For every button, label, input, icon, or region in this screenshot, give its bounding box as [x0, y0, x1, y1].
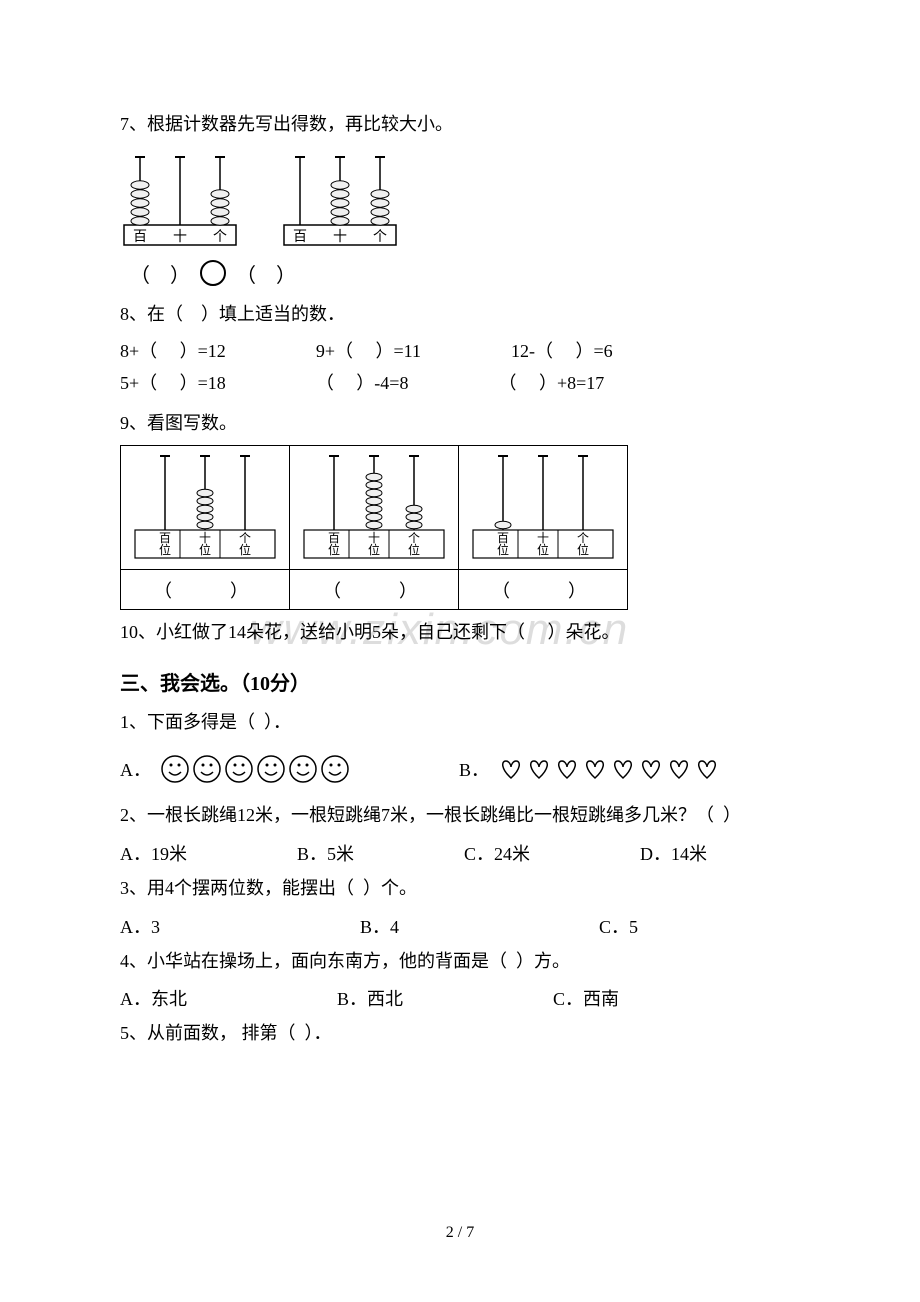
svg-text:个: 个: [213, 229, 227, 245]
table-cell: （ ）: [121, 570, 290, 610]
svg-text:个: 个: [373, 229, 387, 245]
eq: 8+（ ）=12: [120, 337, 226, 363]
table-cell: 百位十位个位: [290, 446, 459, 570]
svg-text:位: 位: [537, 542, 549, 557]
q9-text: 9、看图写数。: [120, 409, 800, 438]
option: D．14米: [640, 840, 707, 866]
svg-text:位: 位: [408, 542, 420, 557]
svg-text:百: 百: [293, 229, 307, 245]
s3q1-choices: A． B．: [120, 751, 800, 787]
abacus-1: 百十个: [120, 149, 240, 249]
svg-text:十: 十: [333, 229, 347, 245]
svg-text:位: 位: [577, 542, 589, 557]
q10-text: 10、小红做了14朵花，送给小明5朵，自己还剩下（ ）朵花。: [120, 618, 800, 647]
paren-left: （ ）: [130, 259, 190, 288]
option: A．19米: [120, 840, 187, 866]
q8-text: 8、在（ ）填上适当的数．: [120, 300, 800, 329]
svg-text:位: 位: [199, 542, 211, 557]
s3q5-text: 5、从前面数， 排第（ ）．: [120, 1019, 800, 1048]
page-number: 2 / 7: [0, 1224, 920, 1242]
q7-compare: （ ） （ ）: [130, 259, 800, 288]
optB-label: B．: [459, 756, 489, 782]
svg-text:位: 位: [159, 542, 171, 557]
svg-text:位: 位: [368, 542, 380, 557]
table-cell: （ ）: [459, 570, 628, 610]
eq: （ ）-4=8: [316, 369, 409, 395]
table-cell: 百位十位个位: [459, 446, 628, 570]
s3q2-text: 2、一根长跳绳12米，一根短跳绳7米，一根长跳绳比一根短跳绳多几米？（ ）: [120, 801, 800, 830]
option: C．5: [599, 913, 638, 939]
eq: （ ）+8=17: [498, 369, 604, 395]
compare-circle: [200, 260, 226, 286]
q9-table: 百位十位个位 百位十位个位 百位十位个位 （ ） （ ） （ ）: [120, 445, 628, 610]
option: B．4: [360, 913, 399, 939]
option: B．西北: [337, 985, 403, 1011]
q7-abacus-row: 百十个 百十个: [120, 149, 800, 249]
smiley-icons: [159, 751, 359, 787]
option: C．西南: [553, 985, 619, 1011]
q8-row2: 5+（ ）=18 （ ）-4=8 （ ）+8=17: [120, 369, 800, 395]
paren-right: （ ）: [236, 259, 296, 288]
option: A．3: [120, 913, 160, 939]
s3q2-options: A．19米 B．5米 C．24米 D．14米: [120, 840, 800, 866]
table-cell: （ ）: [290, 570, 459, 610]
eq: 12-（ ）=6: [511, 337, 613, 363]
q7-text: 7、根据计数器先写出得数，再比较大小。: [120, 110, 800, 139]
table-cell: 百位十位个位: [121, 446, 290, 570]
s3q3-text: 3、用4个摆两位数，能摆出（ ）个。: [120, 874, 800, 903]
s3q4-text: 4、小华站在操场上，面向东南方，他的背面是（ ）方。: [120, 947, 800, 976]
option: C．24米: [464, 840, 530, 866]
abacus-2: 百十个: [280, 149, 400, 249]
option: B．5米: [297, 840, 354, 866]
s3q1-optB: B．: [459, 751, 727, 787]
optA-label: A．: [120, 756, 151, 782]
s3q1-optA: A．: [120, 751, 359, 787]
svg-text:百: 百: [133, 229, 147, 245]
eq: 9+（ ）=11: [316, 337, 421, 363]
q8-row1: 8+（ ）=12 9+（ ）=11 12-（ ）=6: [120, 337, 800, 363]
option: A．东北: [120, 985, 187, 1011]
svg-text:位: 位: [328, 542, 340, 557]
s3q1-text: 1、下面多得是（ ）．: [120, 708, 800, 737]
svg-text:位: 位: [497, 542, 509, 557]
heart-icons: [497, 751, 727, 787]
eq: 5+（ ）=18: [120, 369, 226, 395]
svg-text:十: 十: [173, 229, 187, 245]
section3-title: 三、我会选。（10分）: [120, 667, 800, 696]
s3q3-options: A．3 B．4 C．5: [120, 913, 800, 939]
s3q4-options: A．东北 B．西北 C．西南: [120, 985, 800, 1011]
svg-text:位: 位: [239, 542, 251, 557]
